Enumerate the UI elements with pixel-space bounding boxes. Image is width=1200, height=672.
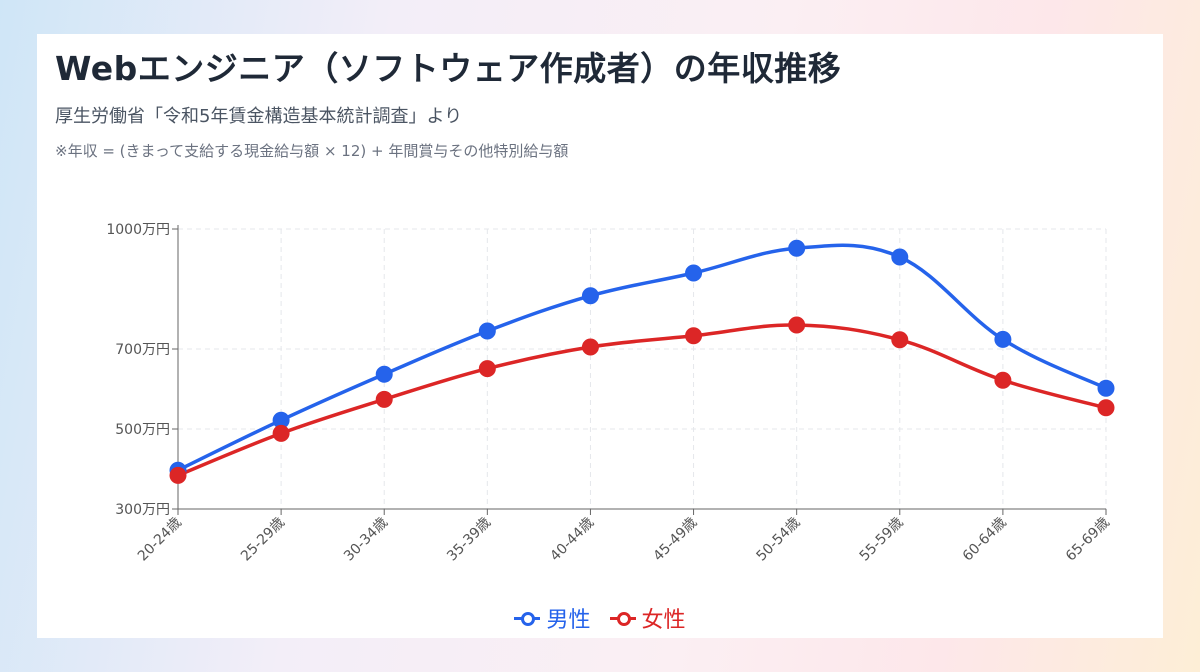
x-tick-label: 25-29歳	[238, 515, 288, 565]
data-point-male	[478, 322, 496, 340]
data-point-female	[169, 466, 187, 484]
x-tick-label: 55-59歳	[857, 515, 907, 565]
page-title: Webエンジニア（ソフトウェア作成者）の年収推移	[55, 49, 842, 88]
data-point-female	[581, 338, 599, 356]
y-tick-label: 500万円	[115, 422, 170, 438]
data-point-male	[685, 264, 703, 282]
series-line-female	[177, 323, 1107, 478]
axes	[172, 225, 1107, 515]
data-point-male	[375, 365, 393, 383]
data-point-female	[685, 327, 703, 345]
legend-label-male: 男性	[546, 608, 591, 633]
data-point-female	[891, 331, 909, 349]
y-tick-label: 300万円	[115, 502, 170, 518]
y-tick-label: 1000万円	[106, 222, 170, 238]
data-point-female	[478, 360, 496, 378]
x-tick-labels: 20-24歳 25-29歳 30-34歳 35-39歳 40-44歳 45-49歳 50-5…	[135, 515, 1113, 565]
data-point-female	[994, 371, 1012, 389]
legend-item-male[interactable]: 男性	[514, 602, 591, 634]
data-point-male	[994, 330, 1012, 348]
legend-marker-male	[514, 611, 541, 626]
x-tick-label: 60-64歳	[960, 515, 1010, 565]
formula-note: ※年収 = (きまって支給する現金給与額 × 12) + 年間賞与その他特別給与…	[55, 142, 569, 160]
legend: 男性 女性	[37, 602, 1163, 634]
line-chart: 20-24歳 25-29歳 30-34歳 35-39歳 40-44歳 45-49歳 50-5…	[106, 222, 1115, 565]
x-tick-label: 50-54歳	[754, 515, 804, 565]
x-tick-label: 40-44歳	[547, 515, 597, 565]
y-tick-label: 700万円	[115, 342, 170, 358]
chart-card: Webエンジニア（ソフトウェア作成者）の年収推移 厚生労働省「令和5年賃金構造基…	[37, 34, 1163, 638]
data-point-male	[581, 287, 599, 305]
legend-marker-female	[609, 611, 636, 626]
data-point-male	[891, 248, 909, 266]
data-point-female	[788, 316, 806, 334]
data-point-female	[272, 424, 290, 442]
chart-subtitle: 厚生労働省「令和5年賃金構造基本統計調査」より	[55, 106, 463, 127]
data-point-male	[1097, 379, 1115, 397]
data-point-male	[788, 239, 806, 257]
x-tick-label: 20-24歳	[135, 515, 185, 565]
x-tick-label: 30-34歳	[341, 515, 391, 565]
series-group	[169, 239, 1115, 484]
series-line-male	[177, 243, 1107, 472]
y-tick-labels: 300万円 500万円 700万円 1000万円	[106, 222, 170, 518]
grid-lines	[178, 228, 1107, 509]
legend-label-female: 女性	[641, 608, 686, 633]
x-tick-label: 45-49歳	[650, 515, 700, 565]
x-tick-label: 35-39歳	[444, 515, 494, 565]
x-tick-label: 65-69歳	[1063, 515, 1113, 565]
legend-item-female[interactable]: 女性	[609, 602, 686, 634]
data-point-female	[375, 390, 393, 408]
data-point-female	[1097, 399, 1115, 417]
